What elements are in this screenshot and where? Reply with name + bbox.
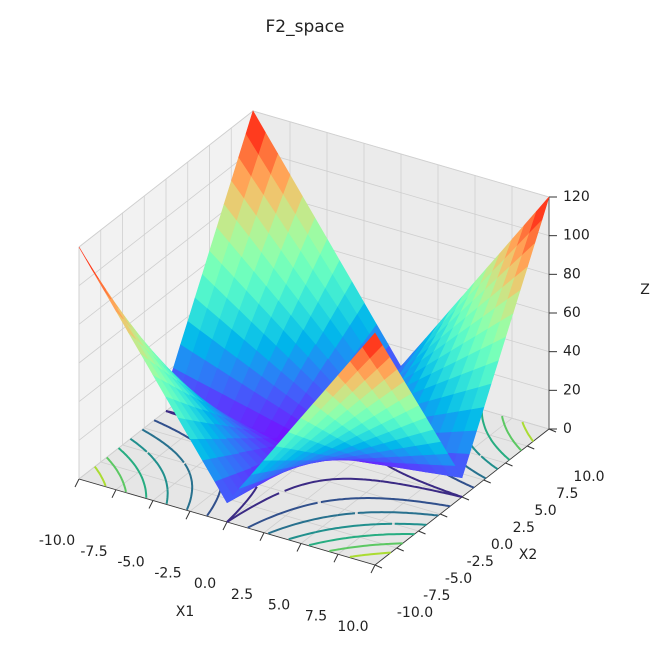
contour-line <box>358 497 451 508</box>
x-tick-label: 2.5 <box>231 587 253 603</box>
contour-line <box>226 486 258 523</box>
contour-line <box>267 514 338 535</box>
y-tick <box>396 547 404 552</box>
x-tick <box>111 489 117 498</box>
contour-line <box>394 468 463 498</box>
surface-facet <box>78 246 99 280</box>
z-tick-label: 100 <box>563 228 590 244</box>
contour-line <box>141 428 185 464</box>
grid-line <box>100 461 397 549</box>
y-tick-label: 2.5 <box>513 520 535 536</box>
grid-line <box>78 110 254 248</box>
y-tick <box>505 462 513 467</box>
x-tick <box>333 554 339 563</box>
y-tick-label: 5.0 <box>534 503 556 519</box>
z-tick-label: 120 <box>563 189 590 205</box>
contour-line <box>93 466 107 487</box>
y-tick-label: -7.5 <box>423 588 450 604</box>
z-tick-label: 80 <box>563 266 581 282</box>
z-tick-label: 60 <box>563 305 581 321</box>
x-tick-label: -2.5 <box>154 565 181 581</box>
contour-line <box>320 497 360 504</box>
y-tick <box>418 530 426 535</box>
grid-line <box>78 149 254 286</box>
contour-line <box>288 531 316 541</box>
grid-line <box>122 444 419 532</box>
x-tick <box>185 511 191 520</box>
chart-title: F2_space <box>266 17 345 37</box>
contour-line <box>165 489 169 504</box>
contour-line <box>315 522 393 534</box>
y-axis-label: X2 <box>519 547 538 563</box>
y-tick-label: 7.5 <box>556 486 578 502</box>
x-tick <box>74 478 80 488</box>
y-tick-label: -5.0 <box>445 571 472 587</box>
contour-line <box>329 542 403 552</box>
contour-line <box>226 492 280 523</box>
contour-line <box>480 455 499 470</box>
z-tick-label: 20 <box>563 382 581 398</box>
y-tick <box>527 445 535 450</box>
contour-line <box>147 452 169 490</box>
contour-line <box>129 437 148 453</box>
x-tick <box>222 521 228 531</box>
contour-line <box>105 456 127 493</box>
x-tick-label: 0.0 <box>194 576 216 592</box>
grid-line <box>252 110 550 198</box>
y-tick <box>440 513 448 518</box>
y-tick <box>483 479 491 484</box>
contour-line <box>349 551 391 558</box>
y-tick <box>461 496 470 501</box>
contour-line <box>185 471 194 511</box>
y-tick-label: -2.5 <box>467 554 494 570</box>
contour-line <box>183 463 191 473</box>
contour-line <box>501 415 523 452</box>
x-tick-label: -7.5 <box>80 544 107 560</box>
y-tick-label: -10.0 <box>397 605 433 621</box>
y-tick-label: 0.0 <box>491 537 513 553</box>
contour-line <box>380 480 463 498</box>
contour-line <box>337 512 356 517</box>
x-tick-label: 7.5 <box>305 608 327 624</box>
x-tick-label: 5.0 <box>268 598 290 614</box>
contour-line <box>394 522 427 526</box>
y-tick <box>374 564 383 569</box>
z-tick-label: 40 <box>563 344 581 360</box>
surface-facet <box>362 332 383 359</box>
x-tick-label: -5.0 <box>117 555 144 571</box>
x-tick <box>370 564 376 574</box>
contour-line <box>521 421 535 442</box>
z-axis-label: Z <box>640 282 650 298</box>
x-tick-label: 10.0 <box>337 619 368 635</box>
contour-line <box>247 501 318 529</box>
x-tick <box>259 532 265 541</box>
z-tick-label: 0 <box>563 421 572 437</box>
x-tick-label: -10.0 <box>39 533 75 549</box>
y-tick-label: 10.0 <box>573 469 604 485</box>
x-axis-label: X1 <box>176 604 195 620</box>
grid-line <box>252 149 550 237</box>
contour-line <box>117 447 148 498</box>
x-tick <box>148 500 154 509</box>
x-tick <box>296 543 302 552</box>
contour-line <box>284 477 381 492</box>
contour-line <box>357 511 439 517</box>
contour-line <box>480 410 511 461</box>
contour-line <box>308 533 415 547</box>
